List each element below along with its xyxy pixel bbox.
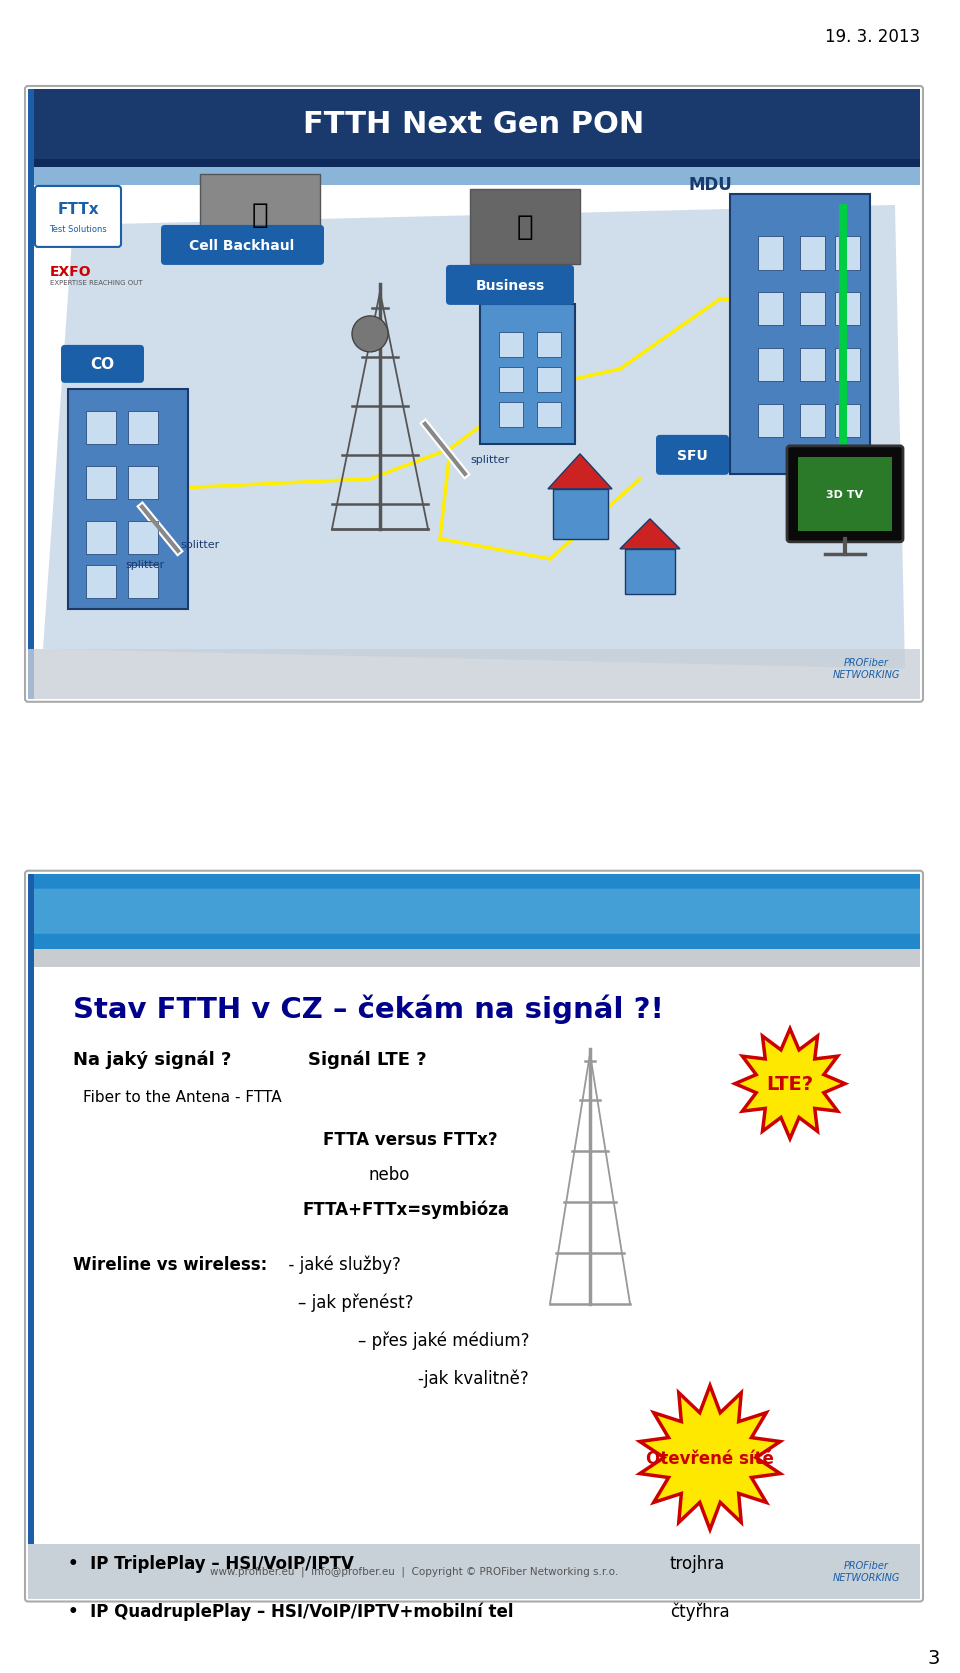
Bar — [470, 189, 580, 264]
FancyBboxPatch shape — [656, 435, 729, 475]
Text: splitter: splitter — [180, 539, 219, 549]
Bar — [730, 194, 870, 475]
FancyBboxPatch shape — [35, 187, 121, 248]
Text: nebo: nebo — [368, 1164, 409, 1183]
Text: 👥: 👥 — [516, 212, 534, 241]
Bar — [758, 293, 783, 326]
Bar — [537, 368, 561, 393]
Text: SFU: SFU — [677, 448, 708, 462]
Text: LTE?: LTE? — [766, 1074, 813, 1094]
Bar — [800, 405, 826, 438]
Bar — [28, 949, 920, 967]
FancyBboxPatch shape — [25, 87, 923, 703]
Bar — [835, 405, 860, 438]
Polygon shape — [43, 206, 905, 669]
Text: Stav FTTH v CZ – čekám na signál ?!: Stav FTTH v CZ – čekám na signál ?! — [73, 994, 664, 1024]
Text: Na jaký signál ?: Na jaký signál ? — [73, 1049, 231, 1069]
Bar — [86, 522, 116, 554]
Bar — [758, 238, 783, 271]
FancyBboxPatch shape — [161, 226, 324, 266]
Bar — [499, 333, 523, 358]
Text: Wireline vs wireless:: Wireline vs wireless: — [73, 1255, 267, 1273]
Bar — [835, 348, 860, 381]
Text: 3: 3 — [927, 1648, 940, 1668]
Text: MDU: MDU — [688, 176, 732, 194]
Text: -jak kvalitně?: -jak kvalitně? — [418, 1369, 529, 1387]
Bar — [553, 490, 608, 539]
Text: 📱: 📱 — [252, 201, 268, 229]
Bar — [480, 304, 575, 445]
Bar — [625, 549, 675, 594]
Bar — [28, 90, 34, 699]
Text: FTTA+FTTx=symbióza: FTTA+FTTx=symbióza — [303, 1200, 510, 1218]
Text: trojhra: trojhra — [670, 1554, 725, 1571]
Bar — [499, 403, 523, 428]
Bar — [800, 348, 826, 381]
Text: •  IP QuadruplePlay – HSI/VoIP/IPTV+mobilní tel: • IP QuadruplePlay – HSI/VoIP/IPTV+mobil… — [68, 1601, 514, 1619]
Bar — [128, 565, 158, 599]
Polygon shape — [639, 1385, 780, 1529]
Text: Signál LTE ?: Signál LTE ? — [308, 1049, 426, 1069]
Text: Fiber to the Antena - FTTA: Fiber to the Antena - FTTA — [83, 1089, 281, 1104]
Bar — [835, 238, 860, 271]
Bar — [798, 458, 892, 532]
Text: EXPERTISE REACHING OUT: EXPERTISE REACHING OUT — [50, 279, 142, 286]
Text: PROFiber
NETWORKING: PROFiber NETWORKING — [832, 657, 900, 679]
Text: splitter: splitter — [125, 559, 164, 569]
FancyBboxPatch shape — [25, 872, 923, 1601]
Bar — [86, 467, 116, 500]
Bar — [86, 565, 116, 599]
Text: EXFO: EXFO — [50, 264, 91, 279]
FancyBboxPatch shape — [28, 888, 920, 934]
Text: Test Solutions: Test Solutions — [49, 226, 107, 234]
Text: •  IP TriplePlay – HSI/VoIP/IPTV: • IP TriplePlay – HSI/VoIP/IPTV — [68, 1554, 354, 1571]
Bar — [68, 390, 188, 609]
Text: 19. 3. 2013: 19. 3. 2013 — [825, 28, 920, 45]
Circle shape — [352, 316, 388, 353]
Text: FTTH Next Gen PON: FTTH Next Gen PON — [303, 110, 644, 139]
Bar — [537, 333, 561, 358]
Text: FTTA versus FTTx?: FTTA versus FTTx? — [323, 1129, 497, 1148]
Bar — [28, 875, 920, 949]
Bar — [839, 204, 848, 465]
Bar — [28, 161, 920, 167]
Bar — [800, 293, 826, 326]
Polygon shape — [548, 455, 612, 490]
FancyBboxPatch shape — [787, 447, 903, 542]
Bar — [128, 467, 158, 500]
Bar — [28, 1544, 920, 1598]
Bar — [128, 522, 158, 554]
Bar — [800, 238, 826, 271]
Bar — [537, 403, 561, 428]
Bar — [200, 176, 320, 254]
Text: CO: CO — [90, 356, 114, 371]
Text: čtyřhra: čtyřhra — [670, 1601, 730, 1619]
Text: splitter: splitter — [470, 455, 509, 465]
Bar — [28, 167, 920, 186]
Bar — [128, 412, 158, 445]
Polygon shape — [735, 1029, 845, 1139]
Bar — [499, 368, 523, 393]
Text: 3D TV: 3D TV — [827, 490, 864, 500]
Text: PROFiber
NETWORKING: PROFiber NETWORKING — [832, 1561, 900, 1583]
Text: Otevřené sítě: Otevřené sítě — [646, 1449, 774, 1467]
Bar — [758, 348, 783, 381]
Bar — [28, 649, 920, 699]
Polygon shape — [620, 520, 680, 549]
Text: www.profiber.eu  |  info@profber.eu  |  Copyright © PROFiber Networking s.r.o.: www.profiber.eu | info@profber.eu | Copy… — [210, 1566, 618, 1576]
FancyBboxPatch shape — [61, 346, 144, 383]
Bar — [28, 875, 34, 1598]
Text: – přes jaké médium?: – přes jaké médium? — [358, 1330, 530, 1348]
Bar — [835, 293, 860, 326]
Bar — [758, 405, 783, 438]
Text: FTTx: FTTx — [58, 202, 99, 217]
Bar — [86, 412, 116, 445]
Text: Business: Business — [475, 279, 544, 293]
Text: – jak přenést?: – jak přenést? — [298, 1293, 414, 1312]
Text: - jaké služby?: - jaké služby? — [278, 1255, 401, 1273]
Bar — [28, 90, 920, 161]
FancyBboxPatch shape — [446, 266, 574, 306]
Text: Cell Backhaul: Cell Backhaul — [189, 239, 295, 253]
